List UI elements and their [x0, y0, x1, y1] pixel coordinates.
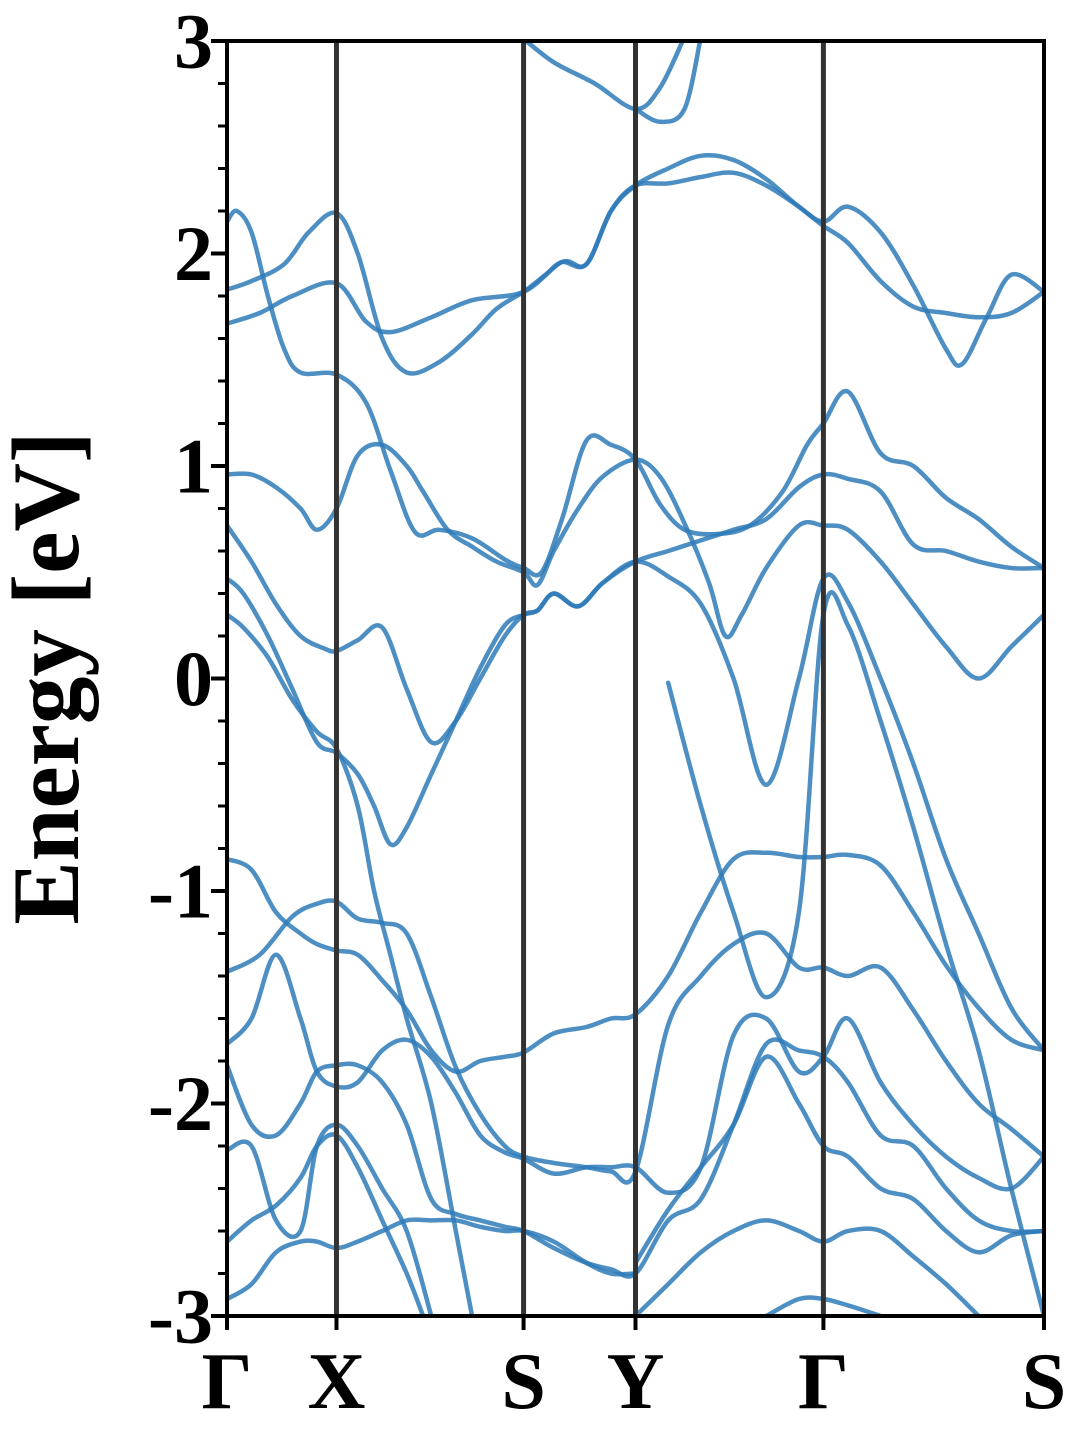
x-tick-label: S — [501, 1338, 546, 1426]
x-tick-label: S — [1022, 1338, 1067, 1426]
y-tick-label: -3 — [148, 1273, 213, 1360]
y-tick-label: -1 — [148, 848, 213, 935]
high-symmetry-dividers — [225, 41, 1046, 1330]
y-tick-label: 2 — [174, 210, 213, 297]
y-tick-label: 1 — [174, 423, 213, 510]
band-line — [633, 1054, 1044, 1266]
y-tick-labels: -3 -2 -1 0 1 2 3 — [148, 0, 213, 1360]
band-line — [665, 590, 1044, 1316]
x-tick-label: X — [308, 1338, 366, 1426]
band-line — [227, 1217, 638, 1302]
band-line — [227, 1122, 434, 1316]
band-line — [227, 559, 1044, 1053]
band-line — [227, 441, 1044, 681]
band-line — [633, 1218, 981, 1316]
band-line — [227, 1132, 426, 1316]
x-tick-label: Y — [607, 1338, 665, 1426]
y-tick-label: 3 — [174, 0, 213, 85]
band-line — [227, 612, 475, 1316]
y-tick-label: 0 — [174, 635, 213, 722]
band-line — [227, 898, 1044, 1185]
x-tick-label: Γ — [798, 1338, 849, 1426]
y-tick-label: -2 — [148, 1060, 213, 1147]
y-axis-label: Energy [eV] — [0, 431, 99, 924]
band-line — [227, 208, 1044, 578]
x-tick-label: Γ — [202, 1338, 253, 1426]
band-line — [633, 41, 703, 125]
band-line — [522, 41, 686, 112]
y-major-ticks — [211, 39, 227, 1318]
band-line — [227, 170, 1044, 335]
